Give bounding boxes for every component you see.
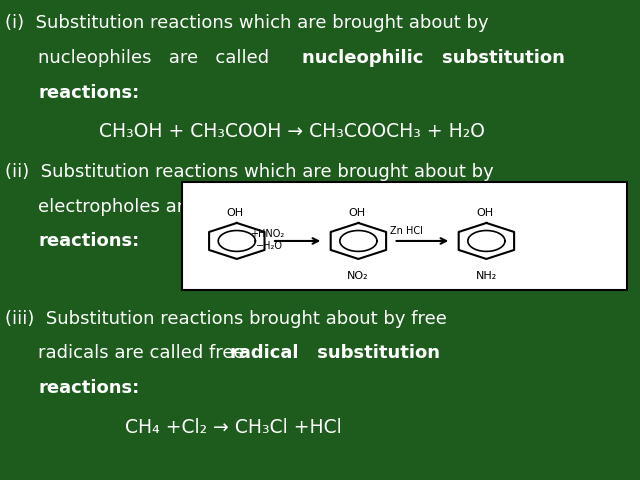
Text: OH: OH (476, 208, 493, 218)
Text: NH₂: NH₂ (476, 271, 497, 281)
Text: CH₄ +Cl₂ → CH₃Cl +HCl: CH₄ +Cl₂ → CH₃Cl +HCl (125, 419, 342, 437)
Text: OH: OH (227, 208, 244, 218)
FancyBboxPatch shape (182, 182, 627, 290)
Text: radical   substitution: radical substitution (230, 344, 440, 362)
Text: +HNO₂: +HNO₂ (250, 229, 284, 239)
Text: electropholes are called: electropholes are called (38, 198, 260, 216)
Text: radicals are called free: radicals are called free (38, 344, 251, 362)
Text: NO₂: NO₂ (347, 271, 369, 281)
Text: OH: OH (348, 208, 365, 218)
Text: nucleophilic   substitution: nucleophilic substitution (302, 49, 565, 67)
Text: (iii)  Substitution reactions brought about by free: (iii) Substitution reactions brought abo… (5, 310, 447, 327)
Text: reactions:: reactions: (38, 379, 140, 396)
Text: reactions:: reactions: (38, 84, 140, 102)
Text: (i)  Substitution reactions which are brought about by: (i) Substitution reactions which are bro… (5, 14, 489, 33)
Text: nucleophiles   are   called: nucleophiles are called (38, 49, 287, 67)
Text: Zn HCl: Zn HCl (390, 227, 423, 236)
Text: −H₂O: −H₂O (256, 241, 283, 251)
Text: (ii)  Substitution reactions which are brought about by: (ii) Substitution reactions which are br… (5, 163, 494, 181)
Text: CH₃OH + CH₃COOH → CH₃COOCH₃ + H₂O: CH₃OH + CH₃COOH → CH₃COOCH₃ + H₂O (99, 121, 485, 141)
Text: electrophilic substitution: electrophilic substitution (243, 198, 498, 216)
Text: reactions:: reactions: (38, 232, 140, 250)
